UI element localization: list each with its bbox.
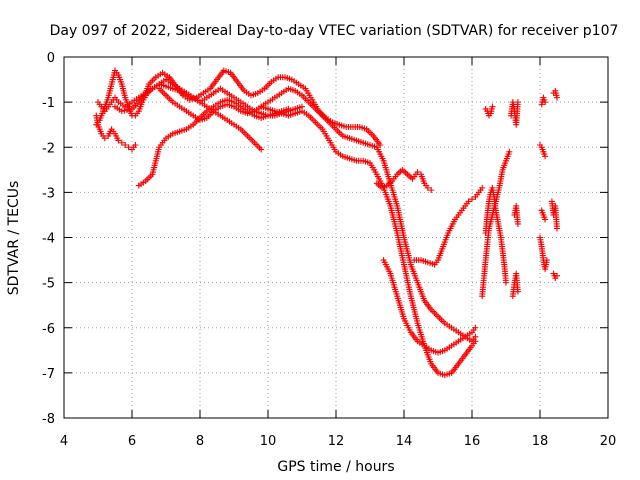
y-axis-label: SDTVAR / TECUs	[6, 181, 22, 296]
series-track-l	[482, 184, 509, 286]
data-point	[506, 148, 513, 155]
y-tick-label: 0	[47, 51, 55, 66]
series-track-e	[112, 67, 384, 148]
data-point	[469, 196, 475, 203]
data-point	[542, 216, 549, 223]
x-axis-label: GPS time / hours	[277, 459, 394, 475]
data-point	[377, 141, 384, 148]
x-tick-label: 14	[396, 434, 413, 449]
data-point	[378, 184, 385, 191]
data-point	[542, 99, 549, 106]
series-track-i	[373, 166, 435, 194]
data-point	[554, 272, 560, 279]
y-tick-label: -8	[42, 412, 55, 427]
chart-title: Day 097 of 2022, Sidereal Day-to-day VTE…	[50, 23, 619, 39]
data-point	[424, 184, 431, 191]
x-tick-label: 8	[196, 434, 204, 449]
data-point	[542, 153, 549, 160]
series-track-t	[538, 207, 549, 223]
series-track-p	[511, 202, 521, 227]
series-track-s	[537, 234, 550, 273]
y-tick-label: -2	[42, 141, 55, 156]
series-track-j	[411, 184, 486, 268]
data-point	[428, 187, 435, 194]
plot-frame	[63, 56, 609, 419]
series-track-u	[548, 198, 560, 232]
x-tick-label: 12	[328, 434, 345, 449]
data-point	[465, 198, 472, 205]
y-tick-label: -5	[42, 277, 55, 292]
series-track-o	[509, 270, 521, 300]
series-track-r	[538, 94, 549, 108]
data-point	[479, 184, 486, 191]
data-point	[489, 103, 496, 110]
data-point	[503, 279, 509, 286]
y-tick-label: -1	[42, 96, 55, 111]
series-track-c	[135, 96, 292, 189]
data-points	[93, 67, 560, 379]
data-point	[514, 288, 521, 295]
data-point	[258, 146, 265, 153]
series-track-q	[537, 141, 549, 160]
data-point	[122, 141, 129, 148]
grid-lines	[64, 57, 608, 418]
x-tick-label: 4	[60, 434, 68, 449]
data-point	[115, 137, 122, 144]
data-point	[514, 220, 521, 227]
x-tick-label: 20	[600, 434, 617, 449]
y-tick-label: -4	[42, 232, 55, 247]
axes: 4 6 8 10 12 14 16 18 20 0 -1 -2 -3 -4 -5 -6 -7 -8	[42, 51, 616, 449]
series-track-n	[508, 99, 521, 128]
series-track-f	[156, 85, 479, 345]
data-point	[554, 225, 560, 232]
series-track-w	[550, 87, 560, 101]
data-point	[414, 169, 421, 176]
data-point	[554, 94, 560, 101]
x-tick-label: 16	[464, 434, 481, 449]
data-point	[101, 135, 108, 142]
series-track-h	[380, 257, 479, 356]
series-track-m	[482, 103, 496, 119]
x-tick-label: 10	[260, 434, 277, 449]
x-tick-label: 6	[128, 434, 136, 449]
x-tick-label: 18	[532, 434, 549, 449]
data-point	[125, 144, 132, 151]
series-track-k	[479, 148, 513, 300]
data-point	[472, 338, 479, 345]
data-point	[543, 257, 550, 264]
y-tick-label: -6	[42, 322, 55, 337]
data-point	[118, 139, 125, 146]
data-point	[514, 99, 521, 106]
data-point	[472, 324, 479, 331]
y-tick-label: -7	[42, 367, 55, 382]
series-track-v	[550, 270, 560, 282]
y-tick-label: -3	[42, 186, 55, 201]
data-point	[132, 141, 139, 148]
